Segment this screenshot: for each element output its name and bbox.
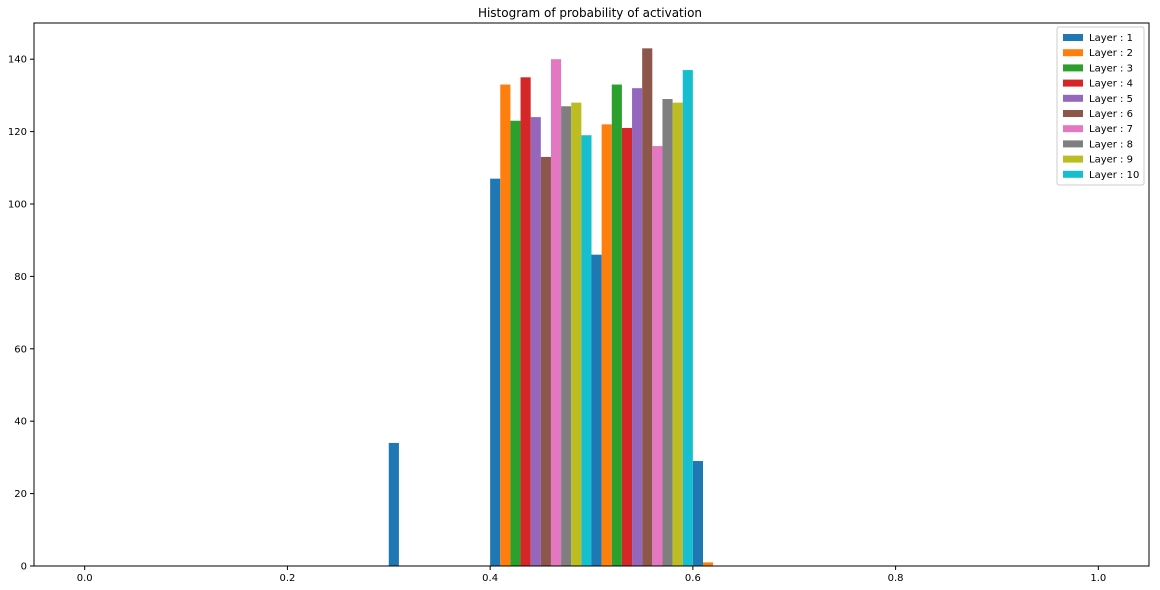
bar-layer-2-bin-5 — [500, 84, 511, 566]
axes-layer: 0.0 0.2 0.4 0.6 0.8 1.0 0 20 40 60 80 100 120 140 — [8, 22, 1150, 584]
x-tick-label: 0.4 — [482, 573, 498, 584]
bar-layer-3-bin-5 — [510, 120, 521, 567]
bar-layer-6-bin-6 — [642, 48, 653, 566]
legend-swatch-layer-5 — [1063, 94, 1083, 102]
y-tick-label: 60 — [14, 344, 27, 355]
legend-label-layer-6: Layer : 6 — [1089, 109, 1133, 120]
legend-swatch-layer-2 — [1063, 49, 1083, 57]
chart-title: Histogram of probability of activation — [478, 6, 702, 20]
bar-layer-7-bin-6 — [652, 146, 663, 566]
x-tick-label: 1.0 — [1090, 573, 1106, 584]
legend-label-layer-1: Layer : 1 — [1089, 33, 1133, 44]
legend-swatch-layer-1 — [1063, 34, 1083, 41]
legend-label-layer-9: Layer : 9 — [1089, 155, 1133, 166]
y-tick-label: 0 — [21, 562, 27, 573]
legend-label-layer-4: Layer : 4 — [1089, 79, 1133, 90]
x-tick-label: 0.2 — [279, 573, 295, 584]
legend-label-layer-7: Layer : 7 — [1089, 124, 1133, 135]
bar-layer-5-bin-6 — [632, 88, 643, 566]
y-tick-label: 80 — [14, 272, 27, 283]
bar-layer-7-bin-5 — [550, 59, 562, 566]
y-tick-label: 20 — [14, 489, 27, 500]
x-tick-label: 0.6 — [685, 573, 701, 584]
x-tick-label: 0.0 — [77, 573, 93, 584]
legend-label-layer-10: Layer : 10 — [1089, 170, 1139, 181]
bar-layer-3-bin-6 — [611, 84, 622, 566]
legend-label-layer-8: Layer : 8 — [1089, 139, 1133, 150]
bar-layer-1-bin-5 — [490, 178, 501, 566]
y-tick-label: 140 — [8, 55, 27, 66]
bar-layer-10-bin-6 — [682, 70, 693, 566]
bar-layer-1-bin-6 — [591, 254, 602, 566]
legend-swatch-layer-8 — [1063, 140, 1083, 148]
bar-layer-2-bin-6 — [601, 124, 612, 567]
legend-label-layer-5: Layer : 5 — [1089, 94, 1133, 105]
bar-layer-4-bin-6 — [621, 127, 633, 566]
bar-layer-2-bin-7 — [703, 562, 714, 566]
legend-swatch-layer-7 — [1063, 125, 1083, 133]
plot-frame — [33, 22, 1150, 567]
bar-layer-8-bin-5 — [561, 106, 572, 566]
bar-layer-1-bin-7 — [692, 461, 703, 566]
y-tick-label: 100 — [8, 200, 27, 211]
legend-label-layer-2: Layer : 2 — [1089, 48, 1133, 59]
legend-swatch-layer-3 — [1063, 64, 1083, 72]
x-tick-label: 0.8 — [888, 573, 904, 584]
bar-layer-6-bin-5 — [540, 156, 551, 566]
legend-swatch-layer-10 — [1063, 170, 1083, 178]
bar-layer-1-bin-4 — [388, 442, 399, 566]
bar-layer-8-bin-6 — [662, 99, 673, 567]
bar-layer-5-bin-5 — [530, 117, 541, 567]
legend-label-layer-3: Layer : 3 — [1089, 63, 1133, 74]
bars-layer — [388, 48, 714, 567]
y-tick-label: 40 — [14, 417, 27, 428]
legend-swatch-layer-4 — [1063, 79, 1083, 87]
bar-layer-9-bin-6 — [672, 102, 683, 566]
legend: Layer : 1 Layer : 2 Layer : 3 Layer : 4 Laye… — [1056, 26, 1145, 186]
bar-layer-9-bin-5 — [571, 102, 582, 566]
bar-layer-10-bin-5 — [581, 135, 592, 566]
y-tick-label: 120 — [8, 127, 27, 138]
legend-swatch-layer-6 — [1063, 110, 1083, 117]
bar-layer-4-bin-5 — [520, 77, 531, 567]
legend-swatch-layer-9 — [1063, 155, 1083, 163]
